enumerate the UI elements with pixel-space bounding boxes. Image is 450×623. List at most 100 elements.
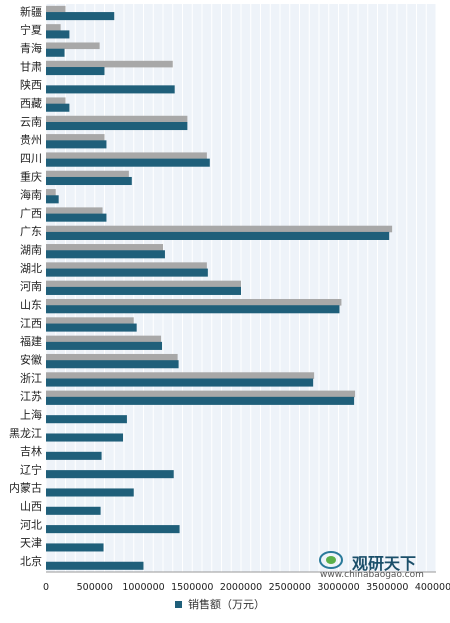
bar-reference: [46, 298, 342, 306]
category-label: 广西: [20, 207, 42, 220]
bar-sales: [46, 470, 174, 479]
category-label: 江西: [20, 317, 42, 330]
category-label: 江苏: [20, 390, 42, 403]
category-label: 湖南: [20, 244, 42, 257]
x-tick-label: 1500000: [171, 582, 213, 593]
category-label: 云南: [20, 115, 42, 128]
watermark-logo-icon: [319, 551, 343, 569]
bar-reference: [46, 353, 178, 361]
category-label: 海南: [20, 188, 42, 202]
category-label: 内蒙古: [9, 481, 42, 495]
category-label: 安徽: [20, 352, 42, 366]
bar-sales: [46, 561, 144, 570]
x-tick-label: 3000000: [317, 582, 359, 593]
bar-sales: [46, 451, 102, 460]
bar-sales: [46, 12, 115, 21]
bar-sales: [46, 323, 137, 332]
bar-reference: [46, 97, 66, 105]
bar-sales: [46, 506, 101, 515]
category-label: 贵州: [20, 134, 42, 147]
bar-sales: [46, 341, 163, 350]
x-tick-label: 500000: [77, 582, 113, 593]
bar-sales: [46, 231, 390, 240]
bar-reference: [46, 372, 315, 379]
category-label: 吉林: [20, 444, 42, 458]
category-label: 甘肃: [20, 60, 42, 73]
bar-reference: [46, 115, 188, 123]
x-tick-label: 4000000: [415, 582, 450, 593]
category-label: 上海: [20, 407, 42, 421]
bar-reference: [46, 152, 207, 160]
x-tick-label: 0: [43, 582, 49, 593]
bar-sales: [46, 176, 132, 186]
category-label: 河南: [20, 280, 42, 293]
category-label: 黑龙江: [9, 427, 42, 440]
bar-sales: [46, 213, 107, 222]
chart-legend: 销售额（万元）: [175, 596, 265, 612]
bar-reference: [46, 280, 241, 288]
bar-sales: [46, 360, 179, 369]
category-label: 福建: [20, 334, 42, 348]
bar-reference: [46, 24, 61, 31]
x-tick-label: 1000000: [122, 582, 164, 593]
bar-sales: [46, 305, 340, 314]
category-label: 新疆: [20, 4, 42, 18]
bar-sales: [46, 103, 70, 112]
bar-reference: [46, 189, 56, 196]
category-label: 浙江: [20, 372, 42, 385]
bar-sales: [46, 433, 124, 442]
bar-sales: [46, 488, 134, 497]
category-label: 广东: [20, 225, 42, 238]
bar-reference: [46, 335, 162, 343]
category-label: 北京: [20, 554, 42, 568]
category-label: 西藏: [20, 97, 42, 110]
bar-reference: [46, 225, 393, 233]
watermark-url: www.chinabaogao.com: [320, 570, 424, 580]
category-label: 陕西: [20, 78, 42, 92]
bar-sales: [46, 67, 105, 76]
bar-sales: [46, 543, 104, 552]
watermark-brand: 观研天下: [352, 554, 417, 573]
bar-sales: [46, 396, 355, 405]
bar-sales: [46, 525, 180, 534]
bar-reference: [46, 60, 173, 68]
bar-reference: [46, 244, 163, 251]
bar-sales: [46, 415, 127, 424]
x-tick-label: 3500000: [366, 582, 408, 593]
category-label: 四川: [20, 152, 42, 165]
bar-sales: [46, 378, 314, 387]
bar-sales: [46, 85, 175, 94]
bar-sales: [46, 195, 59, 204]
category-label: 山东: [20, 299, 42, 312]
bar-sales: [46, 121, 188, 131]
bar-reference: [46, 390, 356, 398]
legend-label: 销售额（万元）: [188, 598, 265, 611]
bar-reference: [46, 5, 66, 13]
category-label: 山西: [20, 500, 42, 513]
bar-reference: [46, 134, 105, 141]
x-tick-label: 2000000: [220, 582, 262, 593]
bar-sales: [46, 250, 165, 259]
bar-sales: [46, 286, 241, 295]
legend-swatch: [175, 600, 182, 608]
bar-reference: [46, 262, 207, 269]
category-label: 辽宁: [20, 462, 42, 476]
bar-sales: [46, 48, 65, 57]
bar-reference: [46, 42, 100, 50]
category-label: 河北: [20, 518, 42, 531]
category-label: 重庆: [20, 169, 42, 183]
bar-sales: [46, 268, 208, 277]
bar-sales: [46, 158, 210, 167]
category-label: 天津: [20, 537, 42, 550]
bar-sales: [46, 140, 107, 149]
bar-reference: [46, 317, 134, 324]
bar-reference: [46, 170, 129, 178]
x-tick-label: 2500000: [269, 582, 311, 593]
bar-reference: [46, 207, 103, 214]
category-label: 湖北: [20, 262, 42, 275]
category-label: 宁夏: [20, 23, 42, 37]
category-label: 青海: [20, 41, 42, 55]
watermark: 观研天下 www.chinabaogao.com: [312, 550, 440, 586]
